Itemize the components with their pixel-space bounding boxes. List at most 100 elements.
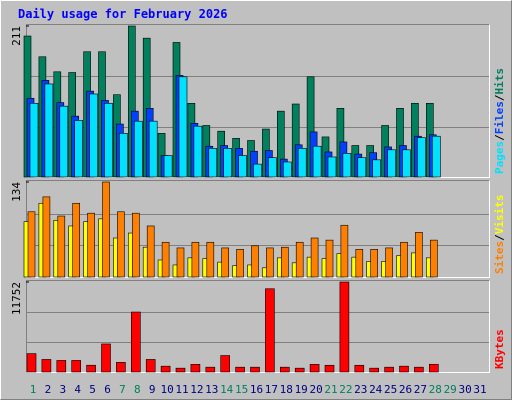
bar: [42, 196, 51, 278]
bar: [354, 364, 365, 373]
bar: [57, 215, 66, 278]
legend-entry: Hits: [493, 68, 506, 95]
bar: [89, 93, 98, 178]
bar: [385, 247, 393, 278]
bar: [132, 212, 140, 278]
panel-bevel-light: [26, 24, 490, 178]
x-tick-label: 11: [175, 383, 188, 396]
bar: [297, 148, 307, 178]
bar: [325, 239, 334, 278]
bar: [400, 241, 408, 278]
x-tick-label: 25: [384, 383, 397, 396]
bar: [29, 102, 39, 178]
bar: [44, 83, 54, 178]
y-tick-label: 11752: [10, 282, 23, 315]
panel-bevel-light: [26, 180, 490, 278]
bar: [26, 353, 37, 373]
legend: KBytes: [493, 329, 506, 369]
bar: [175, 367, 186, 373]
bar: [59, 105, 69, 178]
x-tick-label: 13: [205, 383, 218, 396]
bar: [117, 211, 125, 278]
x-tick-label: 24: [369, 383, 383, 396]
bar: [87, 212, 95, 278]
panel-bevel-light: [26, 280, 490, 373]
bar: [160, 365, 171, 373]
x-tick-label: 8: [134, 383, 141, 396]
y-tick-label: 211: [10, 26, 23, 46]
bar: [279, 366, 290, 373]
bar: [134, 120, 143, 178]
bar: [340, 224, 349, 278]
bar: [282, 161, 292, 178]
legend-entry: Files: [493, 101, 506, 134]
bar: [206, 241, 215, 278]
bar: [131, 311, 141, 373]
panel: [26, 280, 490, 373]
bar: [355, 249, 364, 278]
bar: [220, 355, 230, 373]
bar: [399, 365, 409, 373]
x-tick-label: 12: [190, 383, 203, 396]
bar: [295, 241, 304, 278]
bar: [208, 148, 218, 178]
legend-entry: Pages: [493, 141, 506, 174]
bar: [369, 367, 380, 373]
x-tick-label: 10: [160, 383, 173, 396]
legend: Sites/Visits: [493, 195, 506, 275]
bar: [74, 120, 83, 178]
y-tick-label: 134: [10, 182, 23, 202]
bar: [223, 148, 232, 178]
x-tick-label: 14: [220, 383, 234, 396]
bar: [148, 120, 158, 178]
bar: [309, 364, 320, 373]
bar: [250, 366, 260, 373]
x-tick-label: 29: [444, 383, 457, 396]
x-tick-label: 6: [104, 383, 111, 396]
bar: [280, 246, 289, 278]
x-tick-label: 19: [295, 383, 308, 396]
x-tick-label: 27: [414, 383, 427, 396]
bar: [235, 366, 245, 373]
x-tick-label: 3: [59, 383, 66, 396]
x-tick-label: 17: [265, 383, 278, 396]
bar: [415, 232, 423, 278]
bar: [86, 364, 96, 373]
bar: [116, 362, 126, 373]
legend-separator: /: [493, 234, 506, 241]
bar: [370, 249, 379, 278]
bar: [163, 155, 173, 178]
x-tick-label: 16: [250, 383, 263, 396]
x-tick-label: 4: [74, 383, 81, 396]
bar: [265, 288, 275, 373]
x-tick-label: 9: [149, 383, 156, 396]
bar: [268, 157, 277, 178]
bar: [101, 343, 111, 373]
bar: [312, 145, 322, 178]
x-tick-label: 18: [280, 383, 293, 396]
bar: [190, 364, 201, 373]
bar: [193, 125, 203, 178]
chart-title: Daily usage for February 2026: [18, 7, 228, 21]
x-tick-label: 1: [30, 383, 37, 396]
x-tick-label: 21: [324, 383, 337, 396]
bar: [428, 363, 439, 373]
bar: [253, 163, 262, 178]
bar: [71, 360, 81, 373]
bar: [429, 239, 438, 278]
bar: [266, 247, 274, 278]
bar: [414, 366, 424, 373]
bar: [72, 202, 80, 278]
x-tick-label: 5: [89, 383, 96, 396]
bar: [417, 137, 426, 178]
bar: [56, 360, 67, 373]
x-tick-label: 7: [119, 383, 126, 396]
bar: [402, 149, 411, 178]
legend-entry: Visits: [493, 195, 506, 235]
legend-entry: Sites: [493, 241, 506, 274]
x-tick-label: 23: [354, 383, 367, 396]
bar: [236, 249, 244, 278]
x-tick-label: 26: [399, 383, 412, 396]
